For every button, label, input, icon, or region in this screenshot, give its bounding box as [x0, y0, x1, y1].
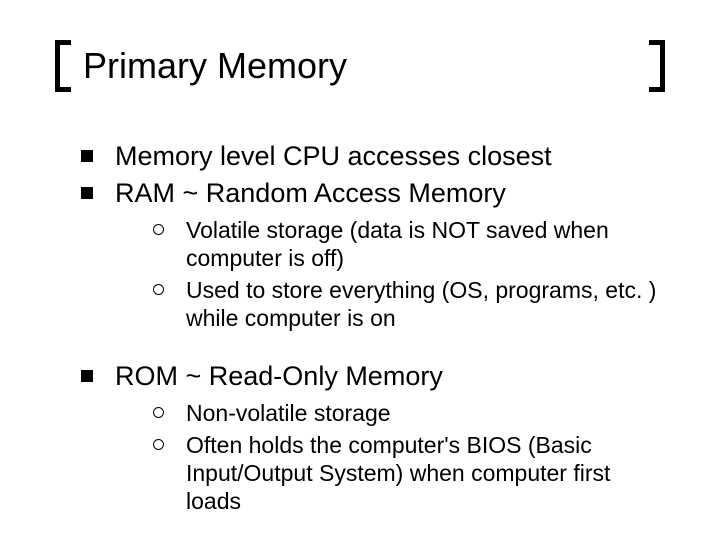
square-bullet-icon — [81, 187, 93, 199]
circle-bullet-icon — [153, 407, 164, 418]
sublist-item: Non-volatile storage — [153, 399, 665, 427]
list-item-text: Memory level CPU accesses closest — [115, 140, 552, 173]
circle-bullet-icon — [153, 439, 164, 450]
slide-title: Primary Memory — [83, 46, 347, 86]
sublist-item: Often holds the computer's BIOS (Basic I… — [153, 431, 665, 515]
slide-content: Memory level CPU accesses closest RAM ~ … — [55, 140, 665, 515]
sublist-item: Volatile storage (data is NOT saved when… — [153, 216, 665, 272]
square-bullet-icon — [81, 150, 93, 162]
slide: Primary Memory Memory level CPU accesses… — [0, 0, 720, 540]
list-item: ROM ~ Read-Only Memory — [81, 360, 665, 393]
bracket-left-icon — [55, 40, 71, 92]
list-item-text: RAM ~ Random Access Memory — [115, 177, 506, 210]
sublist: Volatile storage (data is NOT saved when… — [81, 216, 665, 332]
bracket-right-icon — [649, 40, 665, 92]
sublist-item-text: Volatile storage (data is NOT saved when… — [186, 216, 665, 272]
title-row: Primary Memory — [55, 40, 665, 92]
list-item-text: ROM ~ Read-Only Memory — [115, 360, 443, 393]
sublist-item-text: Non-volatile storage — [186, 399, 391, 427]
circle-bullet-icon — [153, 224, 164, 235]
list-item: Memory level CPU accesses closest — [81, 140, 665, 173]
list-item: RAM ~ Random Access Memory — [81, 177, 665, 210]
sublist: Non-volatile storage Often holds the com… — [81, 399, 665, 515]
square-bullet-icon — [81, 370, 93, 382]
sublist-item: Used to store everything (OS, programs, … — [153, 276, 665, 332]
sublist-item-text: Often holds the computer's BIOS (Basic I… — [186, 431, 665, 515]
circle-bullet-icon — [153, 284, 164, 295]
sublist-item-text: Used to store everything (OS, programs, … — [186, 276, 665, 332]
